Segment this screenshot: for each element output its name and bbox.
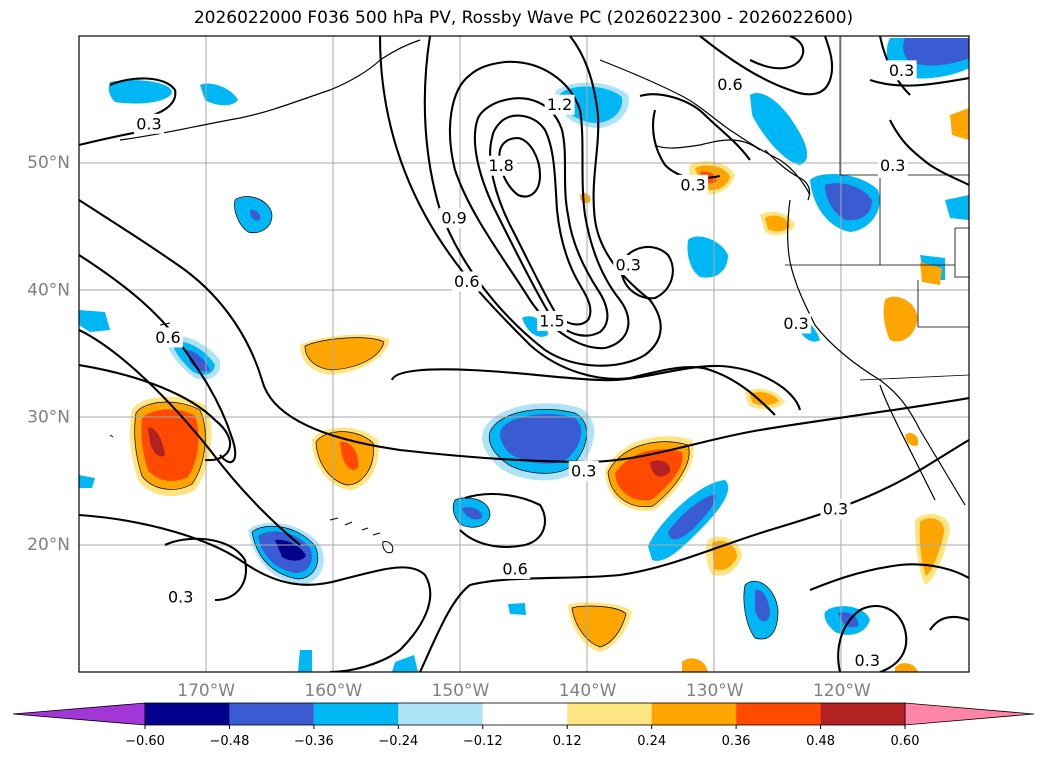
colorbar-segment	[145, 703, 230, 725]
contour-label-halo	[165, 586, 196, 607]
negative-anomaly-patch	[687, 236, 728, 278]
contour-label: 1.2	[547, 95, 572, 114]
colorbar-tick-label: −0.48	[210, 734, 250, 749]
lon-tick-label: 140°W	[559, 681, 617, 701]
negative-anomaly-patch	[453, 497, 490, 528]
contour-label: 1.8	[488, 156, 513, 175]
contour-label: 0.3	[571, 462, 596, 481]
contour-label: 0.6	[717, 75, 742, 94]
negative-anomaly-patch	[108, 80, 172, 104]
contour-label: 0.6	[155, 328, 180, 347]
lon-tick-label: 130°W	[686, 681, 744, 701]
colorbar-segment	[736, 703, 821, 725]
colorbar-tick-label: 0.36	[722, 734, 751, 749]
contour-label: 0.3	[136, 114, 161, 133]
contour-label: 0.3	[823, 500, 848, 519]
colorbar-segment	[313, 703, 399, 725]
contour-label-halo	[886, 60, 917, 81]
lat-tick-label: 50°N	[27, 153, 70, 173]
country-borders	[785, 36, 969, 381]
contour-label: 0.3	[855, 651, 880, 670]
contour-label-halo	[877, 155, 908, 176]
contour-label-halo	[500, 558, 531, 579]
negative-anomaly-patch	[743, 581, 778, 640]
colorbar-tick-label: 0.48	[806, 734, 835, 749]
positive-anomaly-patch	[568, 602, 632, 652]
longitude-labels: 170°W 160°W 150°W 140°W 130°W 120°W	[177, 681, 871, 701]
lon-tick-label: 120°W	[813, 681, 871, 701]
latitude-labels: 50°N 40°N 30°N 20°N	[27, 153, 70, 555]
negative-anomaly-patch	[750, 93, 808, 165]
map-title: 2026022000 F036 500 hPa PV, Rossby Wave …	[193, 8, 854, 28]
contour-label: 0.3	[889, 61, 914, 80]
contour-label: 0.3	[616, 255, 641, 274]
colorbar-tick-label: −0.24	[378, 734, 418, 749]
colorbar-tick-label: −0.12	[463, 734, 503, 749]
pv-contours	[79, 36, 969, 672]
colorbar-tick-label: 0.24	[637, 734, 666, 749]
negative-anomaly-patch	[234, 196, 272, 233]
colorbar-extend-min	[12, 702, 146, 726]
negative-anomaly-patch	[810, 174, 880, 232]
contour-label-halo	[133, 113, 164, 134]
contour-label-halo	[714, 74, 745, 95]
colorbar-tick-label: −0.36	[294, 734, 334, 749]
contour-label: 0.3	[880, 156, 905, 175]
contour-label: 0.9	[441, 208, 466, 227]
contour-label-halo	[544, 94, 575, 115]
contour-label-halo	[852, 650, 883, 671]
positive-anomaly-patch	[130, 396, 212, 496]
contour-labels: 0.3 0.6 0.3 0.9 0.6 1.8 1.2 1.5 0.3 0.3 0.6 0.3 0.6 0…	[133, 60, 917, 671]
contour-label-halo	[820, 499, 851, 520]
contour-label-halo	[153, 327, 183, 348]
contour-label-halo	[678, 174, 709, 195]
colorbar-segment	[229, 703, 314, 725]
colorbar-extend-max	[904, 702, 1035, 726]
contour-label: 0.3	[680, 175, 705, 194]
contour-label: 1.5	[539, 311, 564, 330]
shading-outlines	[134, 196, 779, 648]
lat-tick-label: 30°N	[27, 408, 70, 428]
contour-label-halo	[781, 313, 812, 334]
lat-tick-label: 20°N	[27, 535, 70, 555]
contour-label: 0.6	[502, 559, 527, 578]
contour-label: 0.3	[168, 587, 193, 606]
contour-label-halo	[536, 310, 567, 331]
colorbar-segment	[651, 703, 737, 725]
colorbar-tick-label: 0.60	[891, 734, 920, 749]
colorbar-segment	[820, 703, 905, 725]
contour-label-halo	[613, 254, 644, 275]
colorbar-tick-label: −0.60	[125, 734, 165, 749]
lat-tick-label: 40°N	[27, 280, 70, 300]
contour-label-halo	[451, 271, 482, 292]
colorbar-segment	[567, 703, 652, 725]
map-frame	[78, 35, 970, 673]
lon-tick-label: 160°W	[304, 681, 362, 701]
contour-label: 0.6	[454, 272, 479, 291]
colorbar: −0.60 −0.48 −0.36 −0.24 −0.12 0.12 0.24 0.36 0.4…	[12, 702, 1035, 749]
negative-anomaly-patch	[648, 480, 729, 561]
colorbar-frame	[144, 702, 906, 726]
contour-label: 0.3	[783, 314, 808, 333]
pv-anomaly-shading	[79, 38, 969, 672]
contour-label-halo	[568, 461, 599, 482]
lon-tick-label: 170°W	[177, 681, 235, 701]
colorbar-tick-label: 0.12	[553, 734, 582, 749]
coastlines	[119, 39, 966, 506]
contour-label-halo	[486, 155, 517, 176]
colorbar-segment	[398, 703, 483, 725]
colorbar-segment	[482, 703, 568, 725]
positive-anomaly-patch	[580, 108, 969, 672]
lon-tick-label: 150°W	[432, 681, 490, 701]
contour-label-halo	[439, 207, 470, 228]
